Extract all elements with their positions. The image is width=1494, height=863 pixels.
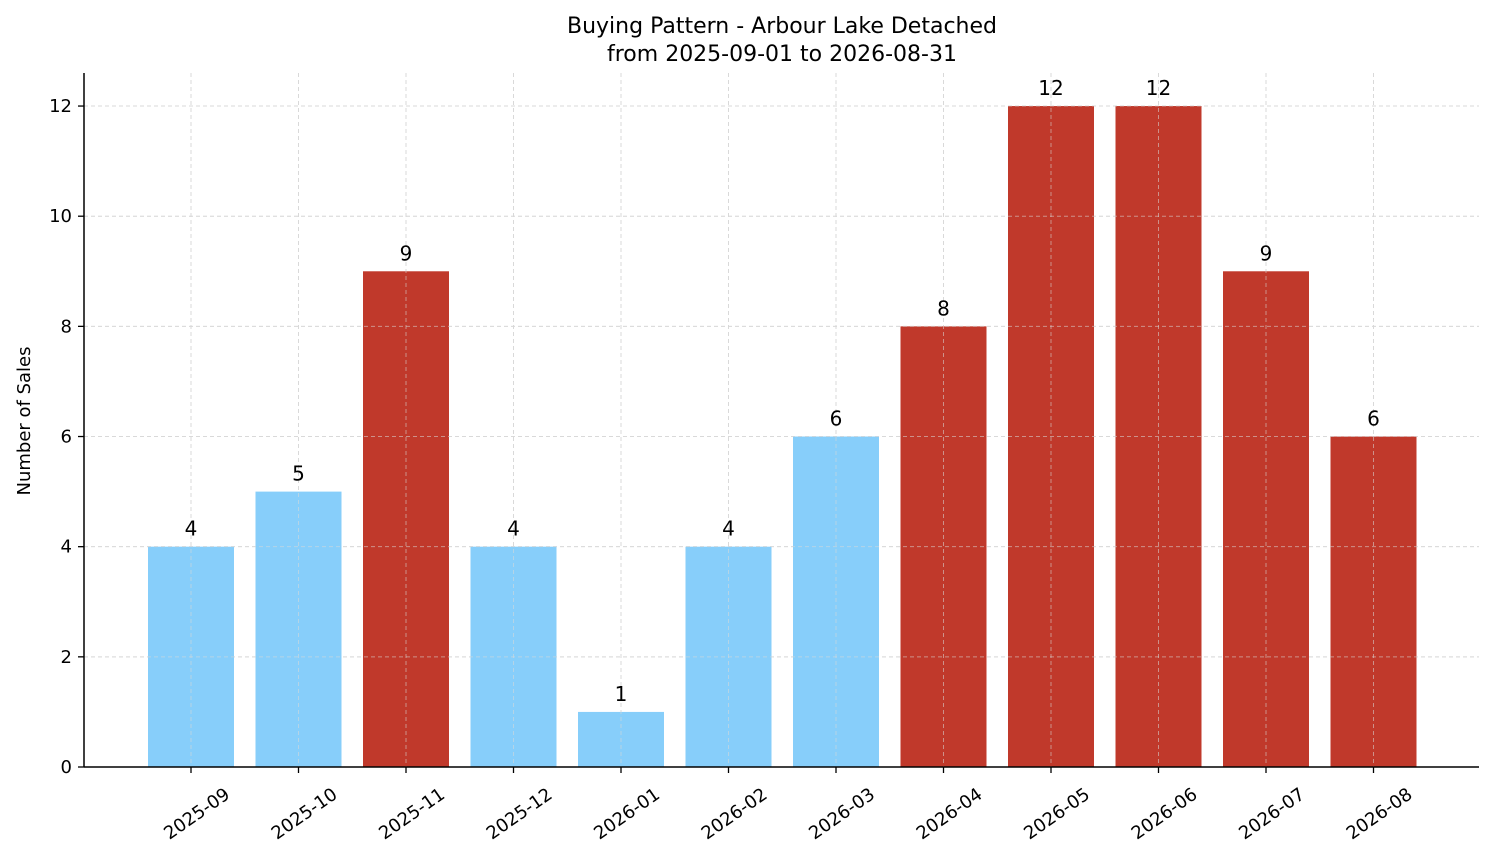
x-tick-label: 2026-06 xyxy=(1128,784,1202,844)
y-tick-label: 10 xyxy=(49,206,72,227)
bar-value-label: 4 xyxy=(722,517,735,541)
chart-subtitle: from 2025-09-01 to 2026-08-31 xyxy=(607,42,957,67)
bar-value-label: 12 xyxy=(1038,76,1063,100)
bars-layer xyxy=(84,73,1479,768)
x-tick-label: 2026-08 xyxy=(1343,784,1417,844)
y-tick-label: 4 xyxy=(61,537,72,558)
bar-value-label: 6 xyxy=(1367,407,1380,431)
y-tick-label: 8 xyxy=(61,316,72,337)
x-tick-label: 2026-03 xyxy=(805,784,879,844)
bar-value-label: 12 xyxy=(1146,76,1171,100)
data-labels-layer: 4 5 9 4 1 4 6 8 12 12 9 6 xyxy=(185,76,1380,706)
x-tick-label: 2025-10 xyxy=(268,784,342,844)
x-tick-label: 2026-01 xyxy=(590,784,664,844)
y-tick-label: 12 xyxy=(49,96,72,117)
bar-value-label: 9 xyxy=(400,241,413,265)
bar-value-label: 9 xyxy=(1260,241,1273,265)
x-tick-label: 2025-11 xyxy=(375,784,449,844)
y-tick-label: 6 xyxy=(61,427,72,448)
bar-value-label: 8 xyxy=(937,296,950,320)
x-tick-label: 2026-05 xyxy=(1020,784,1094,844)
chart-title: Buying Pattern - Arbour Lake Detached xyxy=(567,14,997,39)
x-tick-label: 2026-02 xyxy=(698,784,772,844)
bar-value-label: 1 xyxy=(615,682,628,706)
bar-value-label: 4 xyxy=(185,517,198,541)
bar-value-label: 4 xyxy=(507,517,520,541)
y-axis-label: Number of Sales xyxy=(14,346,35,495)
x-tick-label: 2025-12 xyxy=(483,784,557,844)
y-tick-label: 0 xyxy=(61,757,72,778)
axes-layer xyxy=(83,73,1479,768)
x-tick-label: 2026-04 xyxy=(913,784,987,844)
x-tick-label: 2026-07 xyxy=(1235,784,1309,844)
bar-value-label: 5 xyxy=(292,462,305,486)
bar-2026-04 xyxy=(900,326,987,767)
bar-value-label: 6 xyxy=(830,407,843,431)
y-tick-label: 2 xyxy=(61,647,72,668)
x-tick-label: 2025-09 xyxy=(160,784,234,844)
